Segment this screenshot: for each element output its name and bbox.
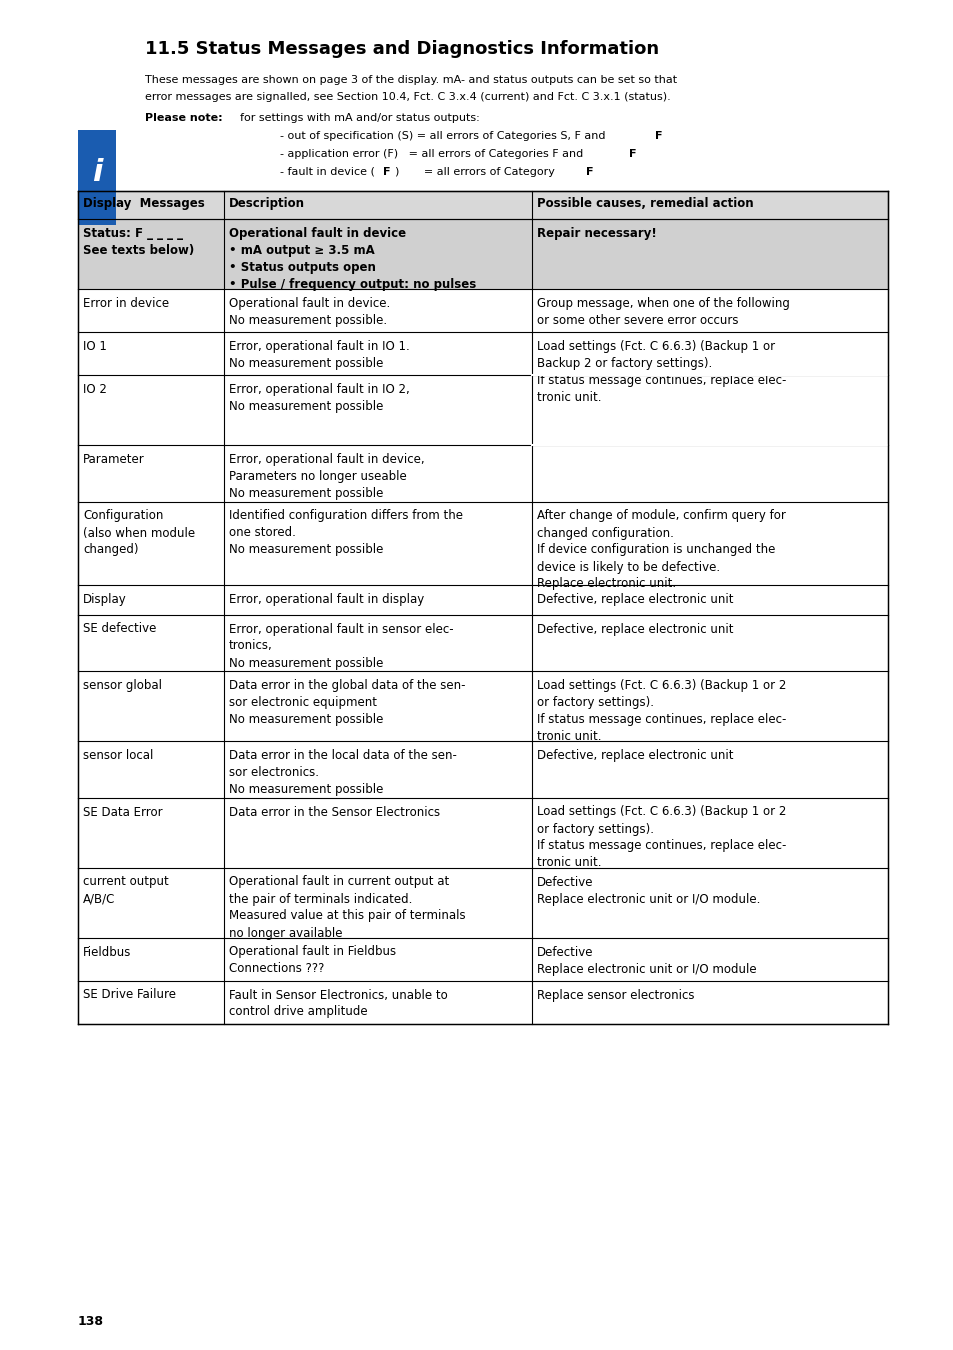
Text: current output
A/B/C: current output A/B/C [83,876,169,906]
Bar [78,190,887,219]
Text: Fieldbus: Fieldbus [83,945,132,958]
Text: Error, operational fault in display: Error, operational fault in display [229,593,423,606]
Text: Defective, replace electronic unit: Defective, replace electronic unit [536,749,732,761]
Text: Load settings (Fct. C 6.6.3) (Backup 1 or 2
or factory settings).
If status mess: Load settings (Fct. C 6.6.3) (Backup 1 o… [536,679,785,742]
Bar [78,868,887,937]
Text: Identified configuration differs from the
one stored.
No measurement possible: Identified configuration differs from th… [229,509,462,556]
Text: Defective, replace electronic unit: Defective, replace electronic unit [536,593,732,606]
Text: Error, operational fault in sensor elec-
tronics,
No measurement possible: Error, operational fault in sensor elec-… [229,622,453,670]
Bar [78,332,887,375]
Bar [78,289,887,332]
Text: - out of specification (S) = all errors of Categories S, F and: - out of specification (S) = all errors … [280,131,608,140]
Text: F: F [382,167,390,177]
Text: Please note:: Please note: [145,113,222,123]
Bar [78,585,887,614]
Bar [78,446,887,501]
Bar [78,219,887,289]
Text: Error, operational fault in device,
Parameters no longer useable
No measurement : Error, operational fault in device, Para… [229,454,424,500]
Text: i: i [91,158,102,188]
Text: - application error (F)   = all errors of Categories F and: - application error (F) = all errors of … [280,148,586,159]
Text: Defective, replace electronic unit: Defective, replace electronic unit [536,622,732,636]
Text: Display: Display [83,593,127,606]
Text: sensor local: sensor local [83,749,153,761]
Text: Load settings (Fct. C 6.6.3) (Backup 1 or 2
or factory settings).
If status mess: Load settings (Fct. C 6.6.3) (Backup 1 o… [536,806,785,869]
Text: After change of module, confirm query for
changed configuration.
If device confi: After change of module, confirm query fo… [536,509,784,590]
Text: Replace sensor electronics: Replace sensor electronics [536,988,694,1002]
Text: Display  Messages: Display Messages [83,197,205,211]
Text: Parameter: Parameter [83,454,145,466]
Text: error messages are signalled, see Section 10.4, Fct. C 3.x.4 (current) and Fct. : error messages are signalled, see Sectio… [145,92,670,103]
Text: - fault in device (: - fault in device ( [280,167,375,177]
Text: IO 1: IO 1 [83,340,107,352]
Text: IO 2: IO 2 [83,383,107,396]
Text: Group message, when one of the following
or some other severe error occurs: Group message, when one of the following… [536,297,789,327]
Bar [78,798,887,868]
Text: Load settings (Fct. C 6.6.3) (Backup 1 or
Backup 2 or factory settings).
If stat: Load settings (Fct. C 6.6.3) (Backup 1 o… [536,340,785,404]
Text: Repair necessary!: Repair necessary! [536,227,656,240]
Text: Defective
Replace electronic unit or I/O module: Defective Replace electronic unit or I/O… [536,945,756,976]
Text: Error in device: Error in device [83,297,169,310]
Bar [78,671,887,741]
Text: Operational fault in device.
No measurement possible.: Operational fault in device. No measurem… [229,297,390,327]
Text: sensor global: sensor global [83,679,162,693]
Text: These messages are shown on page 3 of the display. mA- and status outputs can be: These messages are shown on page 3 of th… [145,76,677,85]
Text: 11.5 Status Messages and Diagnostics Information: 11.5 Status Messages and Diagnostics Inf… [145,40,659,58]
Text: Operational fault in device
• mA output ≥ 3.5 mA
• Status outputs open
• Pulse /: Operational fault in device • mA output … [229,227,476,292]
Text: Defective
Replace electronic unit or I/O module.: Defective Replace electronic unit or I/O… [536,876,760,906]
Text: SE Data Error: SE Data Error [83,806,162,818]
Text: 138: 138 [78,1315,104,1328]
Text: F: F [628,148,636,159]
Text: Operational fault in Fieldbus
Connections ???: Operational fault in Fieldbus Connection… [229,945,395,976]
Text: SE Drive Failure: SE Drive Failure [83,988,175,1002]
Bar [78,501,887,585]
Text: Configuration
(also when module
changed): Configuration (also when module changed) [83,509,195,556]
Bar [78,614,887,671]
Text: for settings with mA and/or status outputs:: for settings with mA and/or status outpu… [240,113,479,123]
Text: Data error in the local data of the sen-
sor electronics.
No measurement possibl: Data error in the local data of the sen-… [229,749,456,796]
Text: Operational fault in current output at
the pair of terminals indicated.
Measured: Operational fault in current output at t… [229,876,465,940]
Bar [78,980,887,1023]
Bar [78,375,887,446]
Text: SE defective: SE defective [83,622,156,636]
Text: Fault in Sensor Electronics, unable to
control drive amplitude: Fault in Sensor Electronics, unable to c… [229,988,447,1018]
Text: )       = all errors of Category: ) = all errors of Category [395,167,558,177]
FancyBboxPatch shape [78,130,116,225]
Text: Status: F _ _ _ _
See texts below): Status: F _ _ _ _ See texts below) [83,227,194,256]
Text: Possible causes, remedial action: Possible causes, remedial action [536,197,753,211]
Bar [78,741,887,798]
Text: Error, operational fault in IO 1.
No measurement possible: Error, operational fault in IO 1. No mea… [229,340,409,370]
Text: Data error in the Sensor Electronics: Data error in the Sensor Electronics [229,806,439,818]
Text: Data error in the global data of the sen-
sor electronic equipment
No measuremen: Data error in the global data of the sen… [229,679,465,726]
Text: Error, operational fault in IO 2,
No measurement possible: Error, operational fault in IO 2, No mea… [229,383,409,413]
Bar [78,937,887,980]
Text: F: F [585,167,593,177]
Text: F: F [655,131,661,140]
Text: Description: Description [229,197,304,211]
